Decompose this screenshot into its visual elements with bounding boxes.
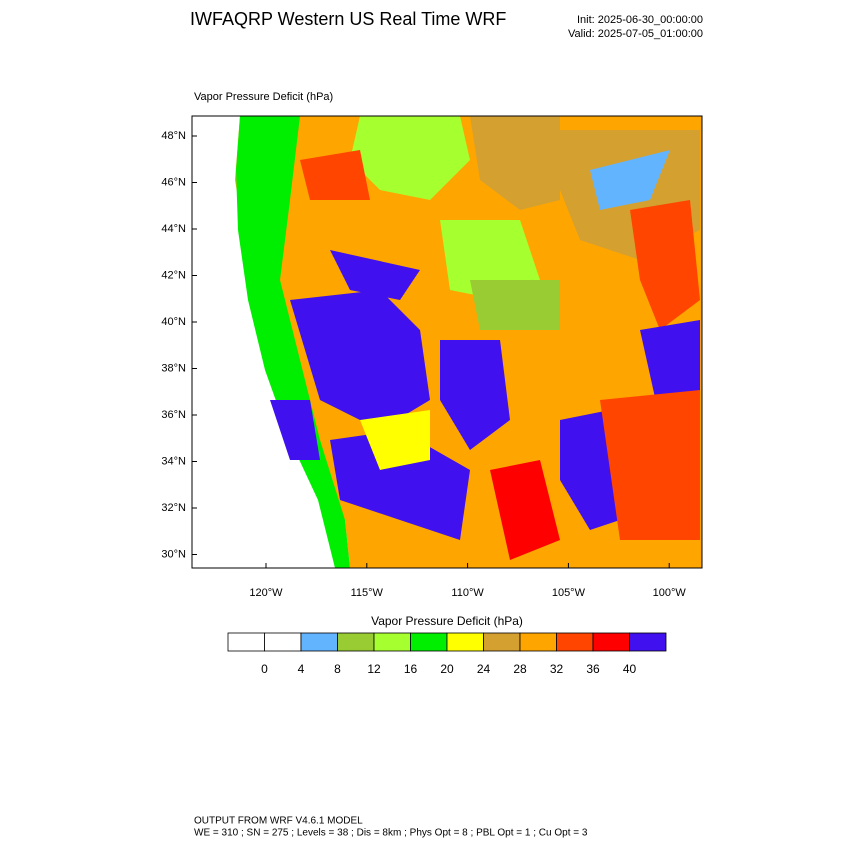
colorbar: 0 4 8 12 16 20 24 28 32 36 40 [227,632,667,676]
colorbar-box [373,632,411,652]
lon-label: 115°W [351,587,384,599]
colorbar-box [264,632,302,652]
title: IWFAQRP Western US Real Time WRF [190,9,506,29]
valid-time: Valid: 2025-07-05_01:00:00 [568,28,703,40]
colorbar-label: 32 [550,662,564,676]
lon-label: 105°W [552,587,586,599]
colorbar-label: 20 [440,662,454,676]
lat-label: 30°N [161,548,186,560]
colorbar-label: 12 [367,662,381,676]
footer-line: WE = 310 ; SN = 275 ; Levels = 38 ; Dis … [194,828,588,839]
lat-label: 42°N [161,269,186,281]
colorbar-label: 4 [298,662,305,676]
lat-label: 38°N [161,362,186,374]
lat-label: 46°N [161,176,186,188]
lon-label: 120°W [249,587,283,599]
colorbar-box [483,632,521,652]
init-time: Init: 2025-06-30_00:00:00 [577,14,703,26]
colorbar-box [519,632,557,652]
colorbar-box [592,632,630,652]
footer-line: OUTPUT FROM WRF V4.6.1 MODEL [194,816,363,827]
colorbar-label: 0 [261,662,268,676]
field-title: Vapor Pressure Deficit (hPa) [194,91,333,103]
lat-label: 44°N [161,223,186,235]
lat-label: 32°N [161,502,186,514]
colorbar-label: 28 [513,662,527,676]
colorbar-label: 16 [404,662,418,676]
map [191,115,703,569]
colorbar-box [227,632,265,652]
colorbar-label: 24 [477,662,491,676]
lon-label: 110°W [451,587,484,599]
colorbar-label: 8 [334,662,341,676]
lon-label: 100°W [653,587,687,599]
lat-label: 36°N [161,409,186,421]
colorbar-box [410,632,448,652]
lat-axis: 48°N 46°N 44°N 42°N 40°N 38°N 36°N 34°N 32°N 30°N [161,130,197,560]
lat-label: 48°N [161,130,186,142]
colorbar-label: 40 [623,662,637,676]
colorbar-box [300,632,338,652]
colorbar-label: 36 [586,662,600,676]
colorbar-box [337,632,375,652]
colorbar-title: Vapor Pressure Deficit (hPa) [371,614,523,628]
lat-label: 40°N [161,316,186,328]
colorbar-box [556,632,594,652]
colorbar-box [446,632,484,652]
lat-label: 34°N [161,455,186,467]
lon-axis: 120°W 115°W 110°W 105°W 100°W [249,563,686,599]
colorbar-box [629,632,667,652]
